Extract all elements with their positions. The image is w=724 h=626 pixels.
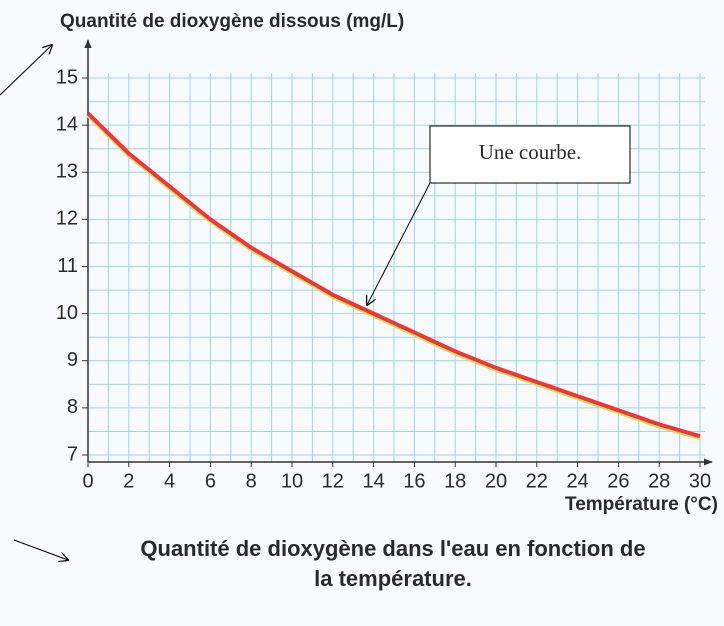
- x-tick-label: 28: [648, 470, 670, 492]
- x-tick-label: 22: [526, 470, 548, 492]
- chart-title: la température.: [314, 566, 472, 591]
- x-tick-label: 10: [281, 470, 303, 492]
- arrow: [367, 182, 431, 305]
- y-tick-label: 14: [56, 113, 78, 135]
- x-tick-label: 12: [322, 470, 344, 492]
- x-tick-label: 14: [362, 470, 384, 492]
- y-tick-label: 15: [56, 66, 78, 88]
- y-tick-label: 9: [67, 349, 78, 371]
- y-tick-label: 13: [56, 161, 78, 183]
- x-tick-label: 8: [246, 470, 257, 492]
- x-tick-label: 2: [123, 470, 134, 492]
- y-tick-label: 8: [67, 396, 78, 418]
- x-tick-label: 0: [82, 470, 93, 492]
- arrow: [13, 539, 68, 560]
- x-tick-label: 24: [566, 470, 588, 492]
- y-tick-label: 12: [56, 208, 78, 230]
- x-axis-label: Température (°C): [565, 494, 718, 515]
- x-tick-label: 6: [205, 470, 216, 492]
- y-tick-label: 10: [56, 302, 78, 324]
- y-tick-label: 11: [57, 255, 78, 277]
- y-tick-label: 7: [67, 443, 78, 465]
- x-tick-label: 16: [403, 470, 425, 492]
- x-tick-label: 18: [444, 470, 466, 492]
- x-tick-label: 26: [607, 470, 629, 492]
- y-axis-label: Quantité de dioxygène dissous (mg/L): [60, 11, 404, 32]
- x-tick-label: 30: [689, 470, 711, 492]
- annotation: Une courbe.: [479, 140, 582, 164]
- chart-title: Quantité de dioxygène dans l'eau en fonc…: [140, 536, 645, 561]
- annotation-box: [429, 125, 631, 184]
- x-tick-label: 4: [164, 470, 175, 492]
- line: [86, 111, 701, 439]
- plot: [86, 111, 701, 441]
- arrow: [0, 45, 52, 96]
- x-tick-label: 20: [485, 470, 507, 492]
